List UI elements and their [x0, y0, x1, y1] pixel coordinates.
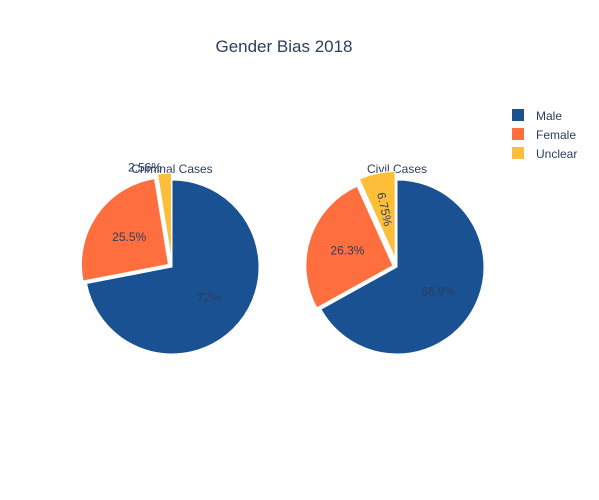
legend-item-unclear[interactable]: Unclear — [512, 147, 577, 161]
legend-label-male: Male — [536, 109, 562, 123]
legend-swatch-female — [512, 128, 524, 140]
slice-label-criminal-unclear: 2.56% — [128, 160, 162, 174]
slice-label-criminal-female: 25.5% — [112, 230, 146, 244]
slice-civil-female[interactable] — [305, 185, 394, 309]
pie-civil-cases: Civil Cases 66.9%26.3%6.75% — [305, 162, 485, 355]
slice-label-civil-male: 66.9% — [421, 284, 455, 298]
slice-civil-unclear[interactable] — [358, 170, 396, 259]
slice-label-criminal-male: 72% — [197, 290, 221, 304]
slice-civil-male[interactable] — [320, 179, 485, 355]
legend-label-unclear: Unclear — [536, 147, 577, 161]
slice-criminal-male[interactable] — [85, 179, 260, 355]
pie-criminal-cases: Criminal Cases 72% 25.5% 2.56% — [80, 160, 260, 355]
legend-item-male[interactable]: Male — [512, 109, 562, 123]
chart-title: Gender Bias 2018 — [215, 37, 352, 56]
legend-swatch-unclear — [512, 147, 524, 159]
legend-item-female[interactable]: Female — [512, 128, 576, 142]
slice-label-civil-female: 26.3% — [330, 244, 364, 258]
legend-swatch-male — [512, 109, 524, 121]
slice-criminal-female[interactable] — [80, 178, 170, 282]
slice-criminal-unclear[interactable] — [156, 172, 172, 261]
legend-label-female: Female — [536, 128, 576, 142]
pie-title-criminal: Criminal Cases — [131, 162, 212, 176]
legend: Male Female Unclear — [512, 109, 577, 161]
